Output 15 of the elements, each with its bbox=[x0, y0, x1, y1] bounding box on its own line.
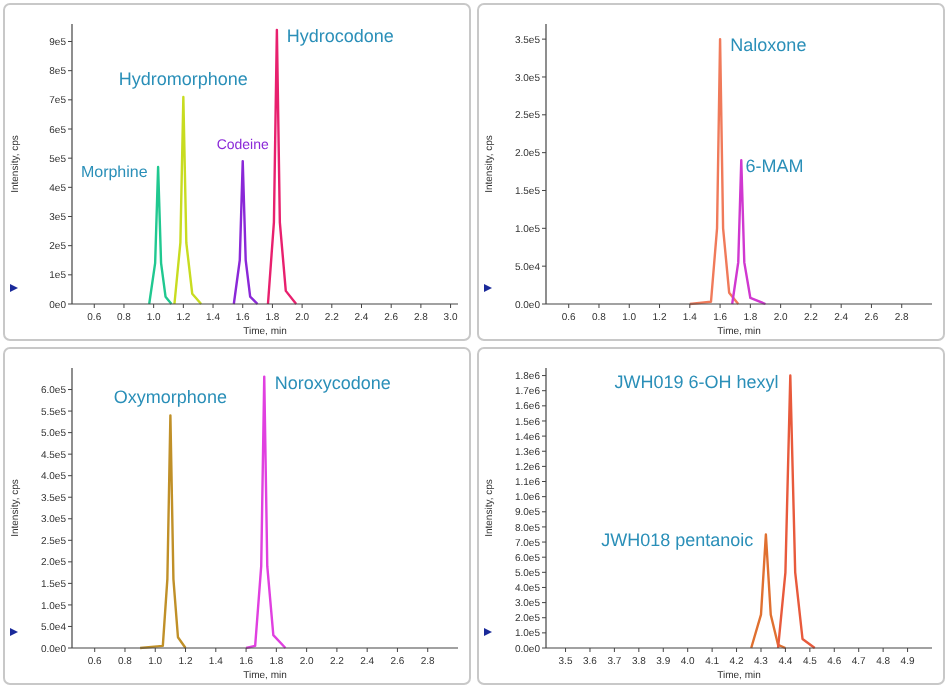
series-label: Hydromorphone bbox=[118, 68, 248, 89]
series-label: 6-MAM bbox=[745, 156, 804, 177]
line-series bbox=[173, 95, 203, 306]
line-series bbox=[148, 165, 173, 306]
series-label: Noroxycodone bbox=[274, 372, 391, 393]
line-series bbox=[750, 533, 787, 650]
series-label: Oxymorphone bbox=[113, 387, 227, 408]
series-label: JWH018 pentanoic bbox=[601, 530, 755, 551]
line-series bbox=[232, 159, 259, 306]
line-series bbox=[776, 374, 816, 650]
line-series bbox=[138, 414, 187, 650]
series-label: Hydrocodone bbox=[286, 25, 394, 46]
series-label: JWH019 6-OH hexyl bbox=[614, 371, 779, 392]
series-label: Naloxone bbox=[730, 35, 807, 56]
series-label: Morphine bbox=[80, 162, 149, 181]
